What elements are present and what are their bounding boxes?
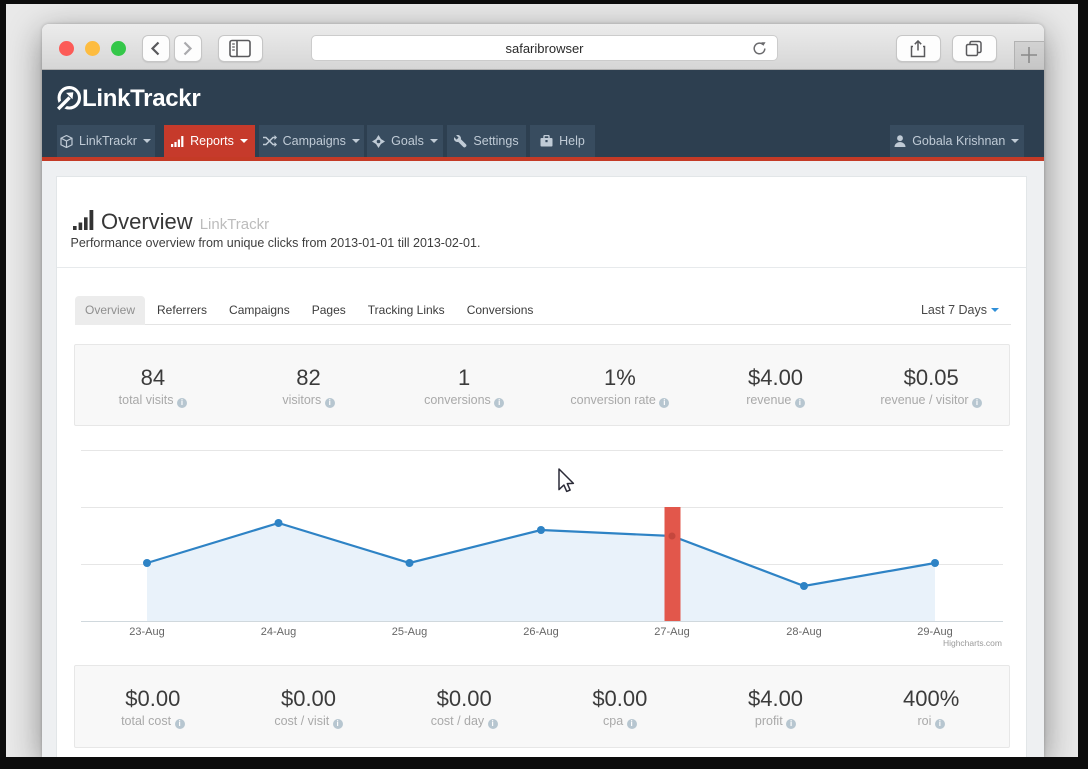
- svg-text:26-Aug: 26-Aug: [523, 626, 558, 638]
- svg-text:23-Aug: 23-Aug: [129, 626, 164, 638]
- svg-text:Highcharts.com: Highcharts.com: [943, 638, 1002, 648]
- svg-text:24-Aug: 24-Aug: [261, 626, 296, 638]
- svg-text:29-Aug: 29-Aug: [917, 626, 952, 638]
- svg-text:27-Aug: 27-Aug: [654, 626, 689, 638]
- svg-text:25-Aug: 25-Aug: [392, 626, 427, 638]
- svg-text:28-Aug: 28-Aug: [786, 626, 821, 638]
